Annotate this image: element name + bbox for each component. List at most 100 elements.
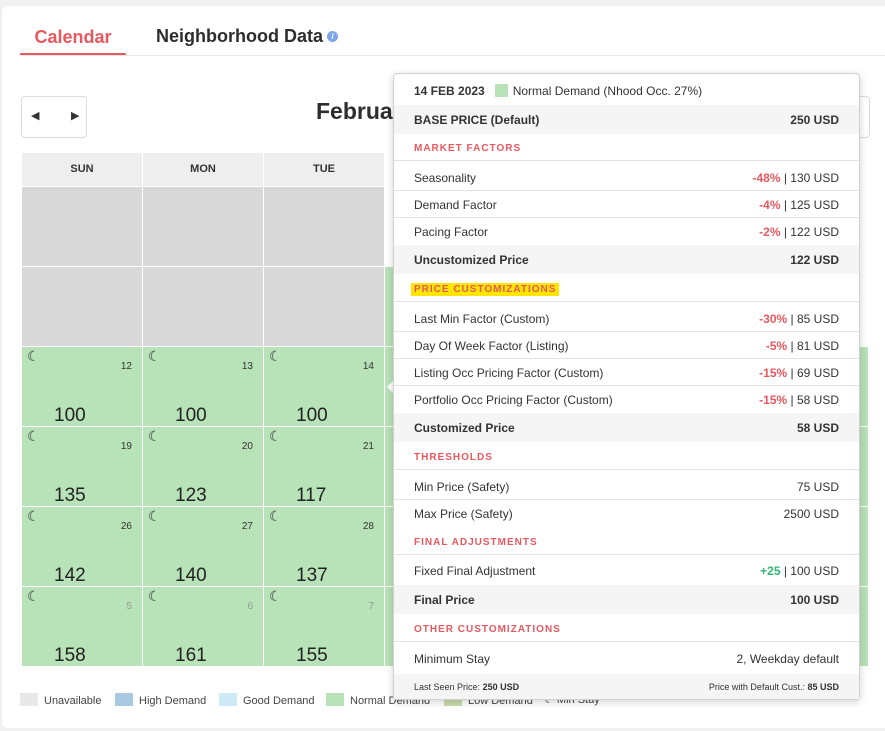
day-cell[interactable] xyxy=(385,507,395,586)
tab-calendar-label: Calendar xyxy=(34,27,112,47)
customization-row: Last Min Factor (Custom) -30% | 85 USD xyxy=(394,305,859,332)
factor-percent: -2% xyxy=(759,225,781,239)
day-cell[interactable]: ☾ 19 135 xyxy=(22,427,142,506)
day-cell[interactable] xyxy=(858,587,868,666)
section-title: MARKET FACTORS xyxy=(414,143,522,154)
prev-month-icon[interactable]: ◀ xyxy=(31,110,40,122)
customization-label: Listing Occ Pricing Factor (Custom) xyxy=(414,366,604,380)
section-title: FINAL ADJUSTMENTS xyxy=(414,537,538,548)
dow-mon: MON xyxy=(143,153,263,186)
tab-calendar[interactable]: Calendar xyxy=(20,26,126,56)
day-cell xyxy=(264,267,384,346)
min-stay-icon: ☾ xyxy=(148,428,161,444)
day-cell[interactable]: ☾ 21 117 xyxy=(264,427,384,506)
day-number: 28 xyxy=(362,521,374,532)
customization-value: -30% | 85 USD xyxy=(759,312,839,326)
popover-header: 14 FEB 2023 Normal Demand (Nhood Occ. 27%… xyxy=(394,77,859,106)
legend-high-demand: High Demand xyxy=(115,693,206,707)
min-stay-icon: ☾ xyxy=(269,428,282,444)
legend-label: Unavailable xyxy=(44,695,102,707)
final-price-row: Final Price 100 USD xyxy=(394,585,859,614)
threshold-label: Min Price (Safety) xyxy=(414,480,510,494)
day-price: 117 xyxy=(296,485,327,506)
day-number: 5 xyxy=(126,601,132,612)
tab-neighborhood-data[interactable]: Neighborhood Data i xyxy=(156,26,338,56)
day-cell[interactable]: ☾ 13 100 xyxy=(143,347,263,426)
popover-demand: Normal Demand (Nhood Occ. 27%) xyxy=(512,84,703,98)
day-cell xyxy=(22,187,142,266)
day-cell[interactable]: ☾ 20 123 xyxy=(143,427,263,506)
min-stay-icon: ☾ xyxy=(148,588,161,604)
day-cell[interactable]: ☾ 28 137 xyxy=(264,507,384,586)
day-cell[interactable] xyxy=(385,267,395,346)
day-price: 137 xyxy=(296,565,328,586)
min-stay-label: Minimum Stay xyxy=(414,652,491,666)
day-cell[interactable] xyxy=(385,587,395,666)
section-title: OTHER CUSTOMIZATIONS xyxy=(414,624,561,635)
day-cell[interactable]: ☾ 6 161 xyxy=(143,587,263,666)
customization-percent: -5% xyxy=(765,339,788,353)
demand-swatch xyxy=(494,84,508,97)
customization-amount: 85 USD xyxy=(796,312,839,326)
base-price-value: 250 USD xyxy=(790,113,839,127)
day-cell[interactable] xyxy=(858,427,868,506)
customization-row: Portfolio Occ Pricing Factor (Custom) -1… xyxy=(394,386,859,413)
day-cell[interactable]: ☾ 27 140 xyxy=(143,507,263,586)
threshold-row: Max Price (Safety) 2500 USD xyxy=(394,500,859,527)
month-title: Februa xyxy=(316,98,393,124)
legend-swatch xyxy=(115,693,133,706)
day-price: 142 xyxy=(54,565,86,586)
min-stay-icon: ☾ xyxy=(269,508,282,524)
last-seen-value: 250 USD xyxy=(482,682,520,692)
day-cell[interactable]: ☾ 7 155 xyxy=(264,587,384,666)
legend-swatch xyxy=(219,693,237,706)
min-stay-value: 2, Weekday default xyxy=(736,652,839,666)
threshold-value: 2500 USD xyxy=(783,507,839,521)
popover-date: 14 FEB 2023 xyxy=(414,84,485,98)
factor-label: Demand Factor xyxy=(414,198,497,212)
dow-tue: TUE xyxy=(264,153,384,186)
customization-value: -15% | 69 USD xyxy=(759,366,839,380)
section-title: THRESHOLDS xyxy=(414,452,493,463)
adjustment-amount: 100 USD xyxy=(790,564,839,578)
day-number: 6 xyxy=(247,601,253,612)
info-icon[interactable]: i xyxy=(327,31,338,42)
day-number: 21 xyxy=(362,441,374,452)
customization-row: Listing Occ Pricing Factor (Custom) -15%… xyxy=(394,359,859,386)
min-stay-icon: ☾ xyxy=(148,508,161,524)
day-cell xyxy=(264,187,384,266)
legend-unavailable: Unavailable xyxy=(20,693,101,707)
section-thresholds: THRESHOLDS xyxy=(394,443,859,470)
day-cell[interactable]: ☾ 26 142 xyxy=(22,507,142,586)
legend-good-demand: Good Demand xyxy=(219,693,315,707)
min-stay-icon: ☾ xyxy=(27,348,40,364)
uncustomized-value: 122 USD xyxy=(790,253,839,267)
day-cell[interactable]: ☾ 12 100 xyxy=(22,347,142,426)
min-stay-icon: ☾ xyxy=(27,508,40,524)
day-price: 100 xyxy=(296,405,328,426)
final-price-label: Final Price xyxy=(414,593,475,607)
next-month-icon[interactable]: ▶ xyxy=(71,110,80,122)
day-price: 123 xyxy=(175,485,207,506)
day-cell xyxy=(143,187,263,266)
day-number: 27 xyxy=(241,521,253,532)
factor-value: -48% | 130 USD xyxy=(752,171,839,185)
day-cell[interactable] xyxy=(385,427,395,506)
day-number: 7 xyxy=(368,601,374,612)
customization-amount: 58 USD xyxy=(796,393,839,407)
customization-row: Day Of Week Factor (Listing) -5% | 81 US… xyxy=(394,332,859,359)
day-cell[interactable]: ☾ 5 158 xyxy=(22,587,142,666)
day-cell[interactable]: ☾ 14 100 xyxy=(264,347,384,426)
factor-amount: 130 USD xyxy=(790,171,839,185)
day-cell[interactable] xyxy=(858,347,868,426)
day-price: 135 xyxy=(54,485,86,506)
customization-percent: -30% xyxy=(759,312,788,326)
factor-percent: -48% xyxy=(752,171,781,185)
min-stay-icon: ☾ xyxy=(544,694,557,706)
day-price: 100 xyxy=(175,405,207,426)
day-cell[interactable] xyxy=(858,507,868,586)
day-price: 155 xyxy=(296,645,328,666)
day-number: 19 xyxy=(120,441,132,452)
section-title: PRICE CUSTOMIZATIONS xyxy=(411,283,560,296)
section-market-factors: MARKET FACTORS xyxy=(394,134,859,161)
